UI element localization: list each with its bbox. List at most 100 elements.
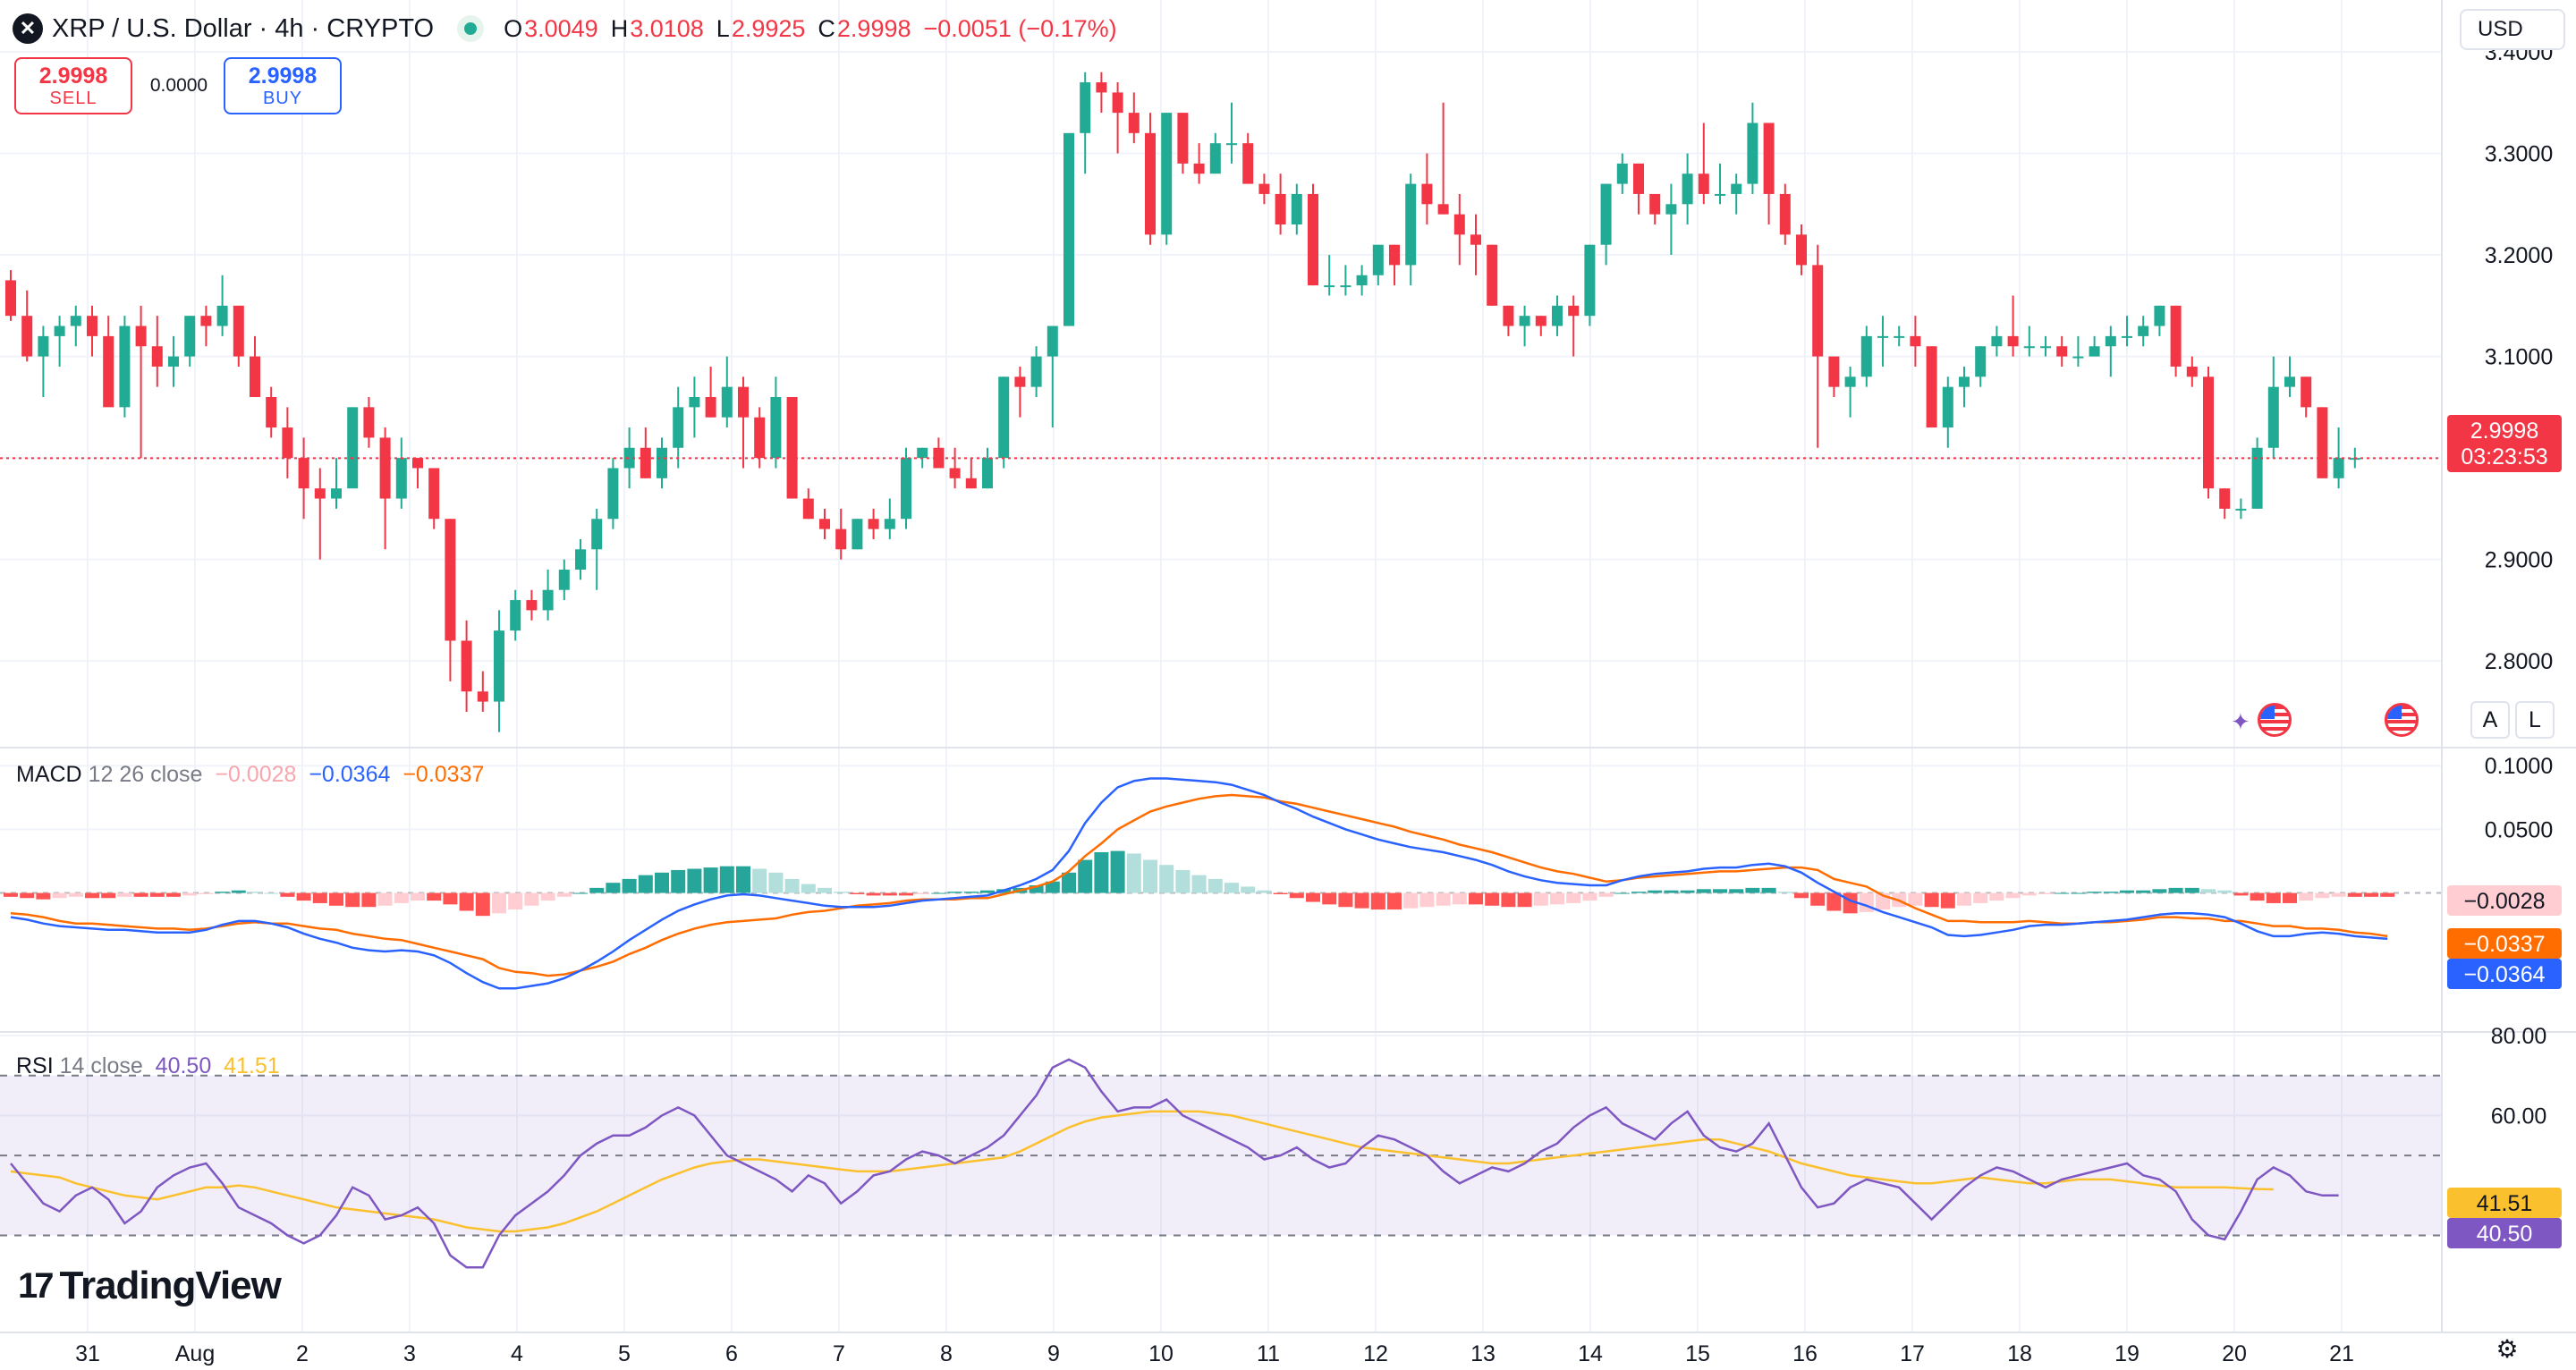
macd-params: 12 26 close [88, 762, 203, 787]
rsi-line [10, 1058, 2339, 1269]
price-tick-label: 2.8000 [2485, 649, 2553, 674]
macd-hist-bar [2233, 892, 2249, 896]
candle [461, 620, 472, 712]
candle-body [54, 326, 65, 336]
candle [233, 305, 244, 367]
candle-body [216, 305, 228, 326]
sparkle-icon[interactable]: ✦ [2231, 708, 2250, 735]
candle [1796, 224, 1807, 275]
countdown-label: 03:23:53 [2461, 444, 2547, 469]
candle-body [1828, 356, 1840, 387]
log-scale-button[interactable]: L [2515, 701, 2555, 739]
macd-hist-bar [2364, 892, 2378, 897]
candle-body [87, 316, 97, 336]
macd-hist-bar [492, 892, 506, 914]
macd-hist-bar [2038, 892, 2053, 894]
tradingview-logo[interactable]: 17 TradingView [18, 1264, 282, 1308]
candle [1242, 132, 1254, 184]
candle [558, 559, 570, 601]
candle [1828, 356, 1840, 397]
candle-body [1633, 163, 1644, 194]
candle [2170, 305, 2182, 377]
macd-hist-bar [573, 892, 588, 894]
macd-hist-bar [1159, 865, 1174, 893]
candle [2219, 488, 2231, 520]
candle-body [21, 316, 33, 357]
symbol-header[interactable]: ✕ XRP / U.S. Dollar · 4h · CRYPTO O3.004… [13, 11, 1117, 47]
xrp-logo-icon: ✕ [13, 13, 43, 44]
candle-body [1844, 376, 1856, 387]
candle-body [428, 468, 440, 520]
candle-body [1894, 335, 1905, 338]
rsi-levels [0, 1074, 2442, 1237]
macd-hist-bar [850, 892, 865, 894]
macd-hist-bar [1761, 887, 1776, 893]
candle [1535, 316, 1546, 336]
candle [168, 335, 179, 387]
macd-hist-bar [1598, 892, 1614, 897]
macd-hist-bar [1191, 875, 1207, 893]
candle-body [2072, 356, 2084, 359]
time-tick-label: 20 [2222, 1341, 2247, 1366]
candle-body [1535, 316, 1546, 326]
candle-body [2056, 346, 2068, 357]
candle-body [510, 600, 521, 631]
rsi-value-tag: 40.50 [2447, 1218, 2562, 1248]
candle [1193, 143, 1205, 184]
candle-body [852, 519, 863, 550]
candle-body [347, 407, 359, 489]
candle [901, 447, 911, 529]
candle-body [1112, 92, 1123, 114]
candle-body [1649, 193, 1661, 215]
candle [2089, 335, 2100, 357]
candle-body [884, 519, 895, 529]
candle-body [949, 468, 961, 478]
candle-body [1389, 244, 1400, 266]
macd-hist-bar [622, 878, 637, 893]
sell-price: 2.9998 [38, 63, 108, 89]
macd-hist-bar [2136, 890, 2151, 893]
candle-body [607, 468, 619, 520]
candle [1747, 102, 1758, 194]
candle [1844, 366, 1856, 418]
settings-gear-icon[interactable]: ⚙ [2496, 1335, 2519, 1363]
candle-body [38, 335, 49, 357]
time-axis[interactable]: 3031Aug23456789101112131415161718192021 [0, 1341, 2354, 1366]
currency-select[interactable]: USD [2460, 9, 2565, 50]
macd-hist-bar [411, 892, 425, 901]
candle [54, 316, 65, 367]
candle-body [1324, 285, 1335, 288]
auto-scale-button[interactable]: A [2470, 701, 2510, 739]
us-flag-event-icon[interactable] [2258, 703, 2292, 737]
macd-hist-bar [1859, 892, 1874, 912]
rsi-value: 40.50 [155, 1053, 212, 1078]
macd-hist-bar [2380, 892, 2395, 897]
candle-body [1030, 356, 1042, 387]
rsi-legend[interactable]: RSI 14 close 40.50 41.51 [16, 1053, 280, 1079]
candle-body [1046, 326, 1058, 357]
candle [689, 376, 700, 438]
candle-body [2105, 335, 2116, 347]
macd-hist-bar [801, 884, 816, 893]
us-flag-event-icon-2[interactable] [2385, 703, 2419, 737]
candle-body [673, 407, 684, 448]
candle-body [901, 458, 911, 520]
macd-hist-bar [1648, 890, 1663, 893]
candle-body [786, 397, 798, 499]
candle-body [1568, 305, 1580, 317]
candle-body [2235, 508, 2247, 511]
buy-button[interactable]: 2.9998 BUY [224, 57, 342, 114]
candle-body [395, 458, 407, 499]
candle [445, 519, 456, 681]
candle-body [1209, 143, 1221, 174]
sell-button[interactable]: 2.9998 SELL [14, 57, 132, 114]
candle-body [461, 640, 472, 692]
candle-body [1991, 335, 2003, 347]
candle [2301, 376, 2312, 418]
macd-legend[interactable]: MACD 12 26 close −0.0028 −0.0364 −0.0337 [16, 762, 484, 788]
macd-hist-bar [524, 892, 539, 906]
candle [1959, 366, 1970, 408]
candle [1779, 183, 1791, 245]
macd-hist-bar [1924, 892, 1939, 908]
